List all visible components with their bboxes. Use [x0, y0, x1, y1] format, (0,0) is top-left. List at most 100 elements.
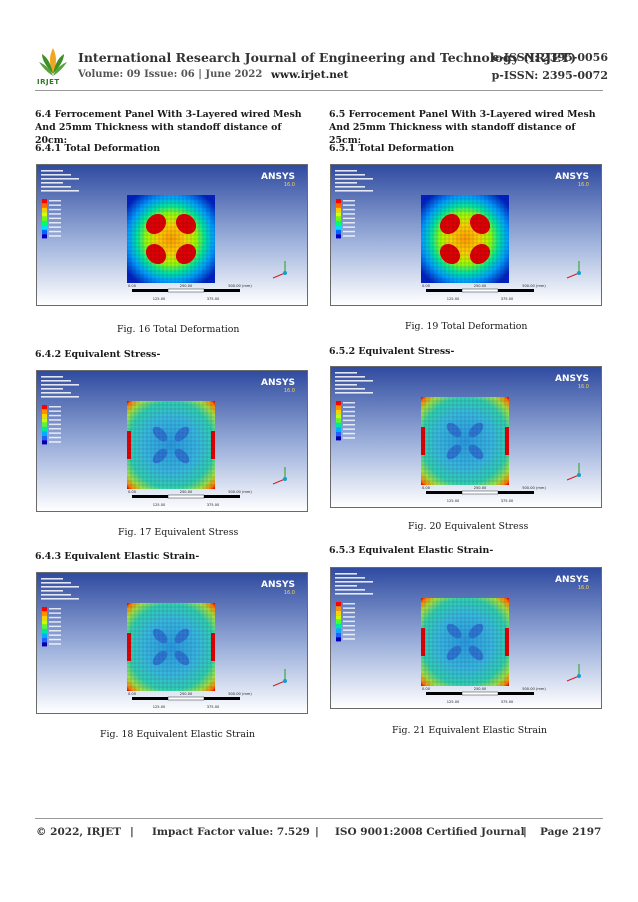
- scale-label: 0.00: [422, 284, 431, 288]
- scale-label: 375.00: [501, 499, 514, 503]
- scale-label: 375.00: [207, 503, 220, 507]
- footer-divider: [35, 818, 603, 819]
- scale-label: 125.00: [153, 297, 166, 301]
- axis-triad-icon: [272, 467, 287, 485]
- figure-16: ANSYS 16.0 0.00 250.00 500.00 (mm) 125.00 375.…: [36, 164, 308, 306]
- scale-label: 500.00 (mm): [228, 692, 252, 696]
- footer-iso: ISO 9001:2008 Certified Journal: [335, 826, 525, 838]
- scale-label: 0.00: [422, 687, 431, 691]
- scale-bar: 0.00 250.00 500.00 (mm) 125.00 375.00: [422, 486, 546, 503]
- ferrocement-panel: [421, 598, 509, 686]
- footer-page-number: Page 2197: [540, 826, 602, 838]
- footer-separator: |: [315, 826, 319, 838]
- right-section-title: 6.5 Ferrocement Panel With 3-Layered wir…: [329, 109, 596, 146]
- caption-fig-20: Fig. 20 Equivalent Stress: [408, 521, 529, 532]
- scale-bar: 0.00 250.00 500.00 (mm) 125.00 375.00: [422, 284, 546, 301]
- figure-17: ANSYS 16.0 0.00 250.00 500.00 (mm) 125.00 375.…: [36, 370, 308, 512]
- ansys-version: 16.0: [578, 182, 589, 188]
- page-header: IRJET International Research Journal of …: [0, 0, 638, 96]
- volume-issue: Volume: 09 Issue: 06 | June 2022: [78, 69, 263, 80]
- ansys-version: 16.0: [578, 585, 589, 591]
- scale-label: 375.00: [207, 297, 220, 301]
- scale-label: 250.00: [474, 687, 487, 691]
- journal-website[interactable]: www.irjet.net: [271, 69, 349, 81]
- ferrocement-panel: [421, 195, 509, 283]
- caption-fig-17: Fig. 17 Equivalent Stress: [118, 527, 239, 538]
- ansys-version: 16.0: [578, 384, 589, 390]
- footer-separator: |: [130, 826, 134, 838]
- footer-impact-factor: Impact Factor value: 7.529: [152, 826, 310, 838]
- figure-18: ANSYS 16.0 0.00 250.00 500.00 (mm) 125.00 375.…: [36, 572, 308, 714]
- scale-label: 0.00: [128, 284, 137, 288]
- left-heading-2: 6.4.2 Equivalent Stress-: [35, 349, 161, 360]
- scale-label: 125.00: [447, 499, 460, 503]
- ansys-brand: ANSYS: [555, 172, 589, 182]
- scale-bar: 0.00 250.00 500.00 (mm) 125.00 375.00: [128, 692, 252, 709]
- axis-triad-icon: [566, 664, 581, 682]
- scale-label: 125.00: [153, 503, 166, 507]
- axis-triad-icon: [272, 261, 287, 279]
- caption-fig-16: Fig. 16 Total Deformation: [117, 324, 240, 335]
- ansys-brand: ANSYS: [555, 374, 589, 384]
- header-divider: [35, 90, 603, 91]
- scale-label: 250.00: [180, 490, 193, 494]
- scale-label: 375.00: [501, 297, 514, 301]
- scale-label: 375.00: [501, 700, 514, 704]
- ansys-brand: ANSYS: [555, 575, 589, 585]
- ansys-version: 16.0: [284, 590, 295, 596]
- eissn: e-ISSN: 2395-0056: [492, 51, 608, 64]
- scale-label: 500.00 (mm): [522, 486, 546, 490]
- scale-label: 250.00: [180, 284, 193, 288]
- scale-label: 250.00: [474, 284, 487, 288]
- ferrocement-panel: [127, 401, 215, 489]
- scale-bar: 0.00 250.00 500.00 (mm) 125.00 375.00: [128, 284, 252, 301]
- scale-label: 125.00: [153, 705, 166, 709]
- scale-label: 250.00: [180, 692, 193, 696]
- ferrocement-panel: [127, 603, 215, 691]
- scale-bar: 0.00 250.00 500.00 (mm) 125.00 375.00: [422, 687, 546, 704]
- scale-label: 0.00: [422, 486, 431, 490]
- figure-21: ANSYS 16.0 0.00 250.00 500.00 (mm) 125.00 375.…: [330, 567, 602, 709]
- scale-label: 500.00 (mm): [228, 284, 252, 288]
- right-heading-1: 6.5.1 Total Deformation: [329, 143, 455, 154]
- scale-label: 0.00: [128, 692, 137, 696]
- left-section-title: 6.4 Ferrocement Panel With 3-Layered wir…: [35, 109, 302, 146]
- left-heading-1: 6.4.1 Total Deformation: [35, 143, 161, 154]
- pissn: p-ISSN: 2395-0072: [491, 69, 608, 82]
- scale-label: 375.00: [207, 705, 220, 709]
- left-heading-3: 6.4.3 Equivalent Elastic Strain-: [35, 551, 200, 562]
- ansys-version: 16.0: [284, 182, 295, 188]
- caption-fig-18: Fig. 18 Equivalent Elastic Strain: [100, 729, 256, 740]
- logo-text: IRJET: [37, 78, 60, 86]
- ferrocement-panel: [421, 397, 509, 485]
- axis-triad-icon: [566, 463, 581, 481]
- scale-label: 500.00 (mm): [228, 490, 252, 494]
- ansys-brand: ANSYS: [261, 580, 295, 590]
- caption-fig-19: Fig. 19 Total Deformation: [405, 321, 528, 332]
- footer-separator: |: [523, 826, 527, 838]
- scale-label: 250.00: [474, 486, 487, 490]
- scale-bar: 0.00 250.00 500.00 (mm) 125.00 375.00: [128, 490, 252, 507]
- irjet-logo-icon: [39, 48, 67, 76]
- scale-label: 500.00 (mm): [522, 284, 546, 288]
- figure-20: ANSYS 16.0 0.00 250.00 500.00 (mm) 125.00 375.…: [330, 366, 602, 508]
- caption-fig-21: Fig. 21 Equivalent Elastic Strain: [392, 725, 548, 736]
- axis-triad-icon: [566, 261, 581, 279]
- right-heading-3: 6.5.3 Equivalent Elastic Strain-: [329, 545, 494, 556]
- ferrocement-panel: [127, 195, 215, 283]
- journal-title: International Research Journal of Engine…: [78, 50, 577, 65]
- figure-19: ANSYS 16.0 0.00 250.00 500.00 (mm) 125.00 375.…: [330, 164, 602, 306]
- scale-label: 500.00 (mm): [522, 687, 546, 691]
- scale-label: 125.00: [447, 700, 460, 704]
- axis-triad-icon: [272, 669, 287, 687]
- scale-label: 0.00: [128, 490, 137, 494]
- ansys-version: 16.0: [284, 388, 295, 394]
- ansys-brand: ANSYS: [261, 172, 295, 182]
- scale-label: 125.00: [447, 297, 460, 301]
